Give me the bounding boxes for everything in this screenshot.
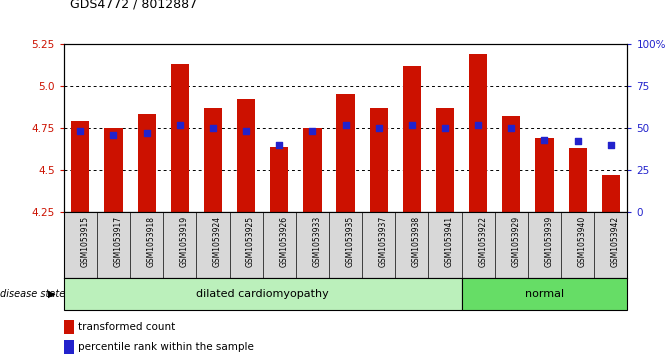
Point — [207, 125, 218, 131]
Bar — [403, 65, 421, 212]
Bar — [568, 148, 586, 212]
Point — [307, 129, 318, 134]
Point — [340, 122, 351, 127]
Point — [506, 125, 517, 131]
Bar — [303, 128, 321, 212]
Text: normal: normal — [525, 289, 564, 299]
Text: GSM1053925: GSM1053925 — [246, 216, 255, 267]
Text: GSM1053922: GSM1053922 — [478, 216, 487, 266]
Bar — [602, 175, 620, 212]
Bar — [138, 114, 156, 212]
Text: percentile rank within the sample: percentile rank within the sample — [79, 342, 254, 352]
Bar — [436, 108, 454, 212]
Point — [539, 137, 550, 143]
Point — [440, 125, 450, 131]
Text: dilated cardiomyopathy: dilated cardiomyopathy — [197, 289, 329, 299]
Bar — [64, 320, 74, 334]
Text: GSM1053924: GSM1053924 — [213, 216, 222, 267]
Point — [407, 122, 417, 127]
Point — [142, 130, 152, 136]
Text: disease state: disease state — [0, 289, 68, 299]
Bar — [237, 99, 255, 212]
Bar — [469, 54, 487, 212]
Text: GSM1053918: GSM1053918 — [147, 216, 156, 266]
Text: GDS4772 / 8012887: GDS4772 / 8012887 — [70, 0, 197, 11]
Point — [473, 122, 484, 127]
Text: GSM1053938: GSM1053938 — [412, 216, 421, 267]
Text: GSM1053919: GSM1053919 — [180, 216, 189, 267]
Bar — [105, 128, 123, 212]
Point — [75, 129, 86, 134]
Text: GSM1053937: GSM1053937 — [378, 216, 388, 267]
Point — [572, 139, 583, 144]
Point — [108, 132, 119, 138]
Text: GSM1053939: GSM1053939 — [544, 216, 554, 267]
Text: GSM1053929: GSM1053929 — [511, 216, 520, 267]
Point — [174, 122, 185, 127]
Bar — [535, 138, 554, 212]
Bar — [336, 94, 355, 212]
Text: GSM1053917: GSM1053917 — [113, 216, 123, 267]
Text: GSM1053915: GSM1053915 — [81, 216, 89, 267]
Text: transformed count: transformed count — [79, 322, 176, 332]
FancyBboxPatch shape — [64, 278, 462, 310]
Bar — [204, 108, 222, 212]
Text: GSM1053941: GSM1053941 — [445, 216, 454, 267]
Text: GSM1053942: GSM1053942 — [611, 216, 620, 267]
Bar — [502, 116, 521, 212]
Point — [274, 142, 285, 148]
Bar — [71, 121, 89, 212]
FancyBboxPatch shape — [462, 278, 627, 310]
Bar — [64, 340, 74, 354]
Text: GSM1053926: GSM1053926 — [279, 216, 289, 267]
Text: GSM1053933: GSM1053933 — [313, 216, 321, 267]
Point — [605, 142, 616, 148]
Text: GSM1053940: GSM1053940 — [578, 216, 586, 267]
Bar — [170, 64, 189, 212]
Point — [373, 125, 384, 131]
Text: ▶: ▶ — [48, 289, 56, 299]
Point — [241, 129, 252, 134]
Text: GSM1053935: GSM1053935 — [346, 216, 354, 267]
Bar — [370, 108, 388, 212]
Bar — [270, 147, 289, 212]
